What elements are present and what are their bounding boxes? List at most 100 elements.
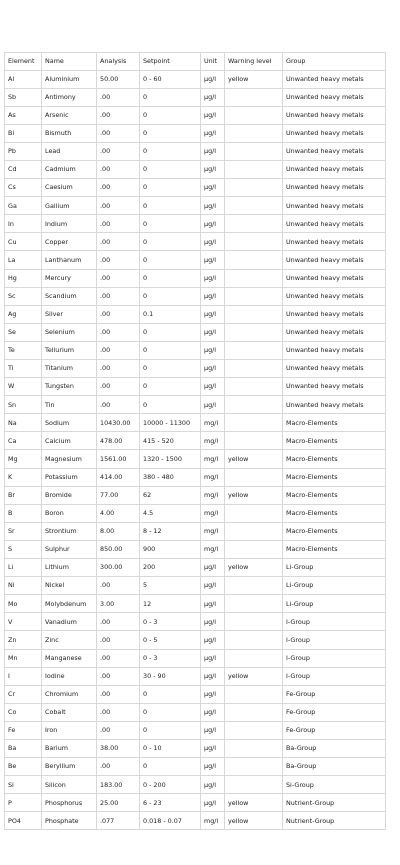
cell-unit: µg/l — [200, 105, 225, 125]
cell-warning-level — [224, 232, 283, 252]
cell-analysis: .00 — [96, 196, 140, 216]
table-row: Cs Caesium .00 0 µg/l Unwanted heavy metals — [4, 178, 386, 198]
cell-group: Li-Group — [282, 558, 386, 578]
cell-analysis: .00 — [96, 720, 140, 740]
cell-analysis: 478.00 — [96, 431, 140, 451]
cell-warning-level — [224, 304, 283, 324]
cell-element: Ca — [4, 431, 42, 451]
cell-unit: µg/l — [200, 395, 225, 415]
cell-name: Magnesium — [41, 449, 97, 469]
cell-element: Zn — [4, 630, 42, 650]
cell-setpoint: 0 — [139, 250, 201, 270]
cell-analysis: .00 — [96, 340, 140, 361]
cell-unit: µg/l — [200, 340, 225, 361]
table-row: V Vanadium .00 0 - 3 µg/l I-Group — [4, 612, 386, 632]
cell-warning-level — [224, 268, 283, 288]
cell-group: Unwanted heavy metals — [282, 268, 386, 288]
cell-group: Unwanted heavy metals — [282, 286, 386, 306]
cell-name: Bismuth — [41, 123, 97, 143]
cell-group: Unwanted heavy metals — [282, 250, 386, 270]
cell-element: Pb — [4, 141, 42, 161]
cell-warning-level: yellow — [224, 811, 283, 831]
cell-unit: µg/l — [200, 757, 225, 777]
table-row: Cr Chromium .00 0 µg/l Fe-Group — [4, 684, 386, 704]
cell-element: Mn — [4, 648, 42, 668]
cell-name: Strontium — [41, 521, 97, 541]
cell-analysis: .00 — [96, 214, 140, 234]
cell-element: Ni — [4, 576, 42, 596]
cell-unit: µg/l — [200, 141, 225, 161]
cell-name: Mercury — [41, 268, 97, 288]
cell-group: Nutrient-Group — [282, 811, 386, 831]
table-row: Cd Cadmium .00 0 µg/l Unwanted heavy metals — [4, 159, 386, 180]
cell-analysis: .00 — [96, 304, 140, 324]
cell-setpoint: 5 — [139, 576, 201, 596]
cell-name: Indium — [41, 214, 97, 234]
cell-setpoint: 415 - 520 — [139, 431, 201, 451]
cell-name: Beryllium — [41, 757, 97, 777]
cell-element: I — [4, 666, 42, 686]
header-setpoint: Setpoint — [139, 52, 201, 71]
cell-warning-level — [224, 738, 283, 759]
cell-setpoint: 0 - 3 — [139, 648, 201, 668]
table-row: Si Silicon 183.00 0 - 200 µg/l Si-Group — [4, 775, 386, 795]
cell-group: Unwanted heavy metals — [282, 159, 386, 180]
cell-name: Cobalt — [41, 702, 97, 722]
cell-analysis: .00 — [96, 630, 140, 650]
cell-element: Sc — [4, 286, 42, 306]
cell-name: Gallium — [41, 196, 97, 216]
cell-element: Be — [4, 757, 42, 777]
cell-name: Sulphur — [41, 539, 97, 560]
cell-analysis: .00 — [96, 141, 140, 161]
cell-group: I-Group — [282, 648, 386, 668]
cell-unit: µg/l — [200, 738, 225, 759]
cell-group: Macro-Elements — [282, 467, 386, 487]
table-row: Se Selenium .00 0 µg/l Unwanted heavy metals — [4, 322, 386, 342]
cell-unit: µg/l — [200, 286, 225, 306]
cell-analysis: 300.00 — [96, 558, 140, 578]
cell-setpoint: 0 — [139, 358, 201, 379]
cell-analysis: .00 — [96, 322, 140, 342]
cell-unit: µg/l — [200, 612, 225, 632]
cell-group: Nutrient-Group — [282, 793, 386, 813]
table-row: Mg Magnesium 1561.00 1320 - 1500 mg/l yellow M… — [4, 449, 386, 469]
cell-element: Br — [4, 485, 42, 505]
cell-element: Bi — [4, 123, 42, 143]
table-row: Fe Iron .00 0 µg/l Fe-Group — [4, 720, 386, 740]
cell-group: Unwanted heavy metals — [282, 196, 386, 216]
table-row: Ni Nickel .00 5 µg/l Li-Group — [4, 576, 386, 596]
table-row: Sc Scandium .00 0 µg/l Unwanted heavy metals — [4, 286, 386, 306]
table-row: Pb Lead .00 0 µg/l Unwanted heavy metals — [4, 141, 386, 161]
cell-name: Vanadium — [41, 612, 97, 632]
cell-name: Arsenic — [41, 105, 97, 125]
cell-analysis: 38.00 — [96, 738, 140, 759]
cell-analysis: .00 — [96, 702, 140, 722]
cell-analysis: .00 — [96, 648, 140, 668]
cell-analysis: .00 — [96, 612, 140, 632]
cell-name: Silicon — [41, 775, 97, 795]
cell-unit: µg/l — [200, 232, 225, 252]
cell-unit: mg/l — [200, 539, 225, 560]
cell-setpoint: 0 — [139, 395, 201, 415]
cell-group: Unwanted heavy metals — [282, 141, 386, 161]
table-row: Sr Strontium 8.00 8 - 12 mg/l Macro-Elements — [4, 521, 386, 541]
cell-element: Hg — [4, 268, 42, 288]
table-row: Zn Zinc .00 0 - 5 µg/l I-Group — [4, 630, 386, 650]
table-row: Mo Molybdenum 3.00 12 µg/l Li-Group — [4, 594, 386, 614]
cell-group: Macro-Elements — [282, 449, 386, 469]
cell-element: Sn — [4, 395, 42, 415]
table-row: S Sulphur 850.00 900 mg/l Macro-Elements — [4, 539, 386, 560]
cell-warning-level — [224, 576, 283, 596]
cell-setpoint: 0 — [139, 268, 201, 288]
table-row: B Boron 4.00 4.5 mg/l Macro-Elements — [4, 503, 386, 523]
cell-group: Macro-Elements — [282, 539, 386, 560]
cell-unit: µg/l — [200, 196, 225, 216]
table-row: Te Tellurium .00 0 µg/l Unwanted heavy metals — [4, 340, 386, 361]
cell-element: La — [4, 250, 42, 270]
cell-warning-level — [224, 87, 283, 107]
cell-name: Lanthanum — [41, 250, 97, 270]
cell-analysis: 1561.00 — [96, 449, 140, 469]
cell-group: Unwanted heavy metals — [282, 69, 386, 89]
cell-element: Cs — [4, 178, 42, 198]
